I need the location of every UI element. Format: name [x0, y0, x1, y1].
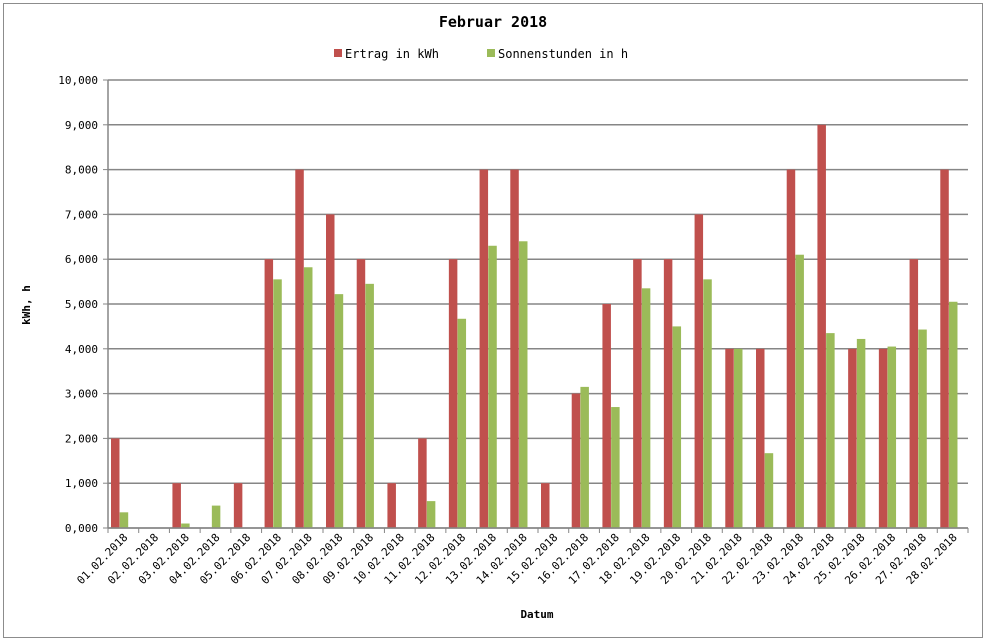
bar-sonnenstunden	[303, 267, 313, 528]
axes	[107, 80, 969, 533]
y-tick-label: 8,000	[65, 164, 98, 177]
bar-ertrag	[295, 169, 304, 528]
y-tick-label: 7,000	[65, 208, 98, 221]
bar-ertrag	[786, 169, 796, 528]
bar-ertrag	[848, 348, 857, 528]
bar-sonnenstunden	[518, 241, 528, 528]
x-axis-label: Datum	[520, 608, 553, 621]
bar-ertrag	[694, 214, 704, 528]
bar-sonnenstunden	[764, 453, 774, 528]
bar-ertrag	[418, 438, 427, 528]
y-tick-label: 0,000	[65, 522, 98, 535]
y-tick-label: 10,000	[58, 74, 98, 87]
bar-ertrag	[479, 169, 489, 528]
bar-ertrag	[233, 483, 243, 528]
bar-ertrag	[356, 259, 366, 528]
y-tick-label: 4,000	[65, 343, 98, 356]
bar-ertrag	[172, 483, 181, 528]
bar-sonnenstunden	[457, 318, 467, 528]
bar-sonnenstunden	[211, 505, 221, 528]
y-tick-label: 5,000	[65, 298, 98, 311]
bar-sonnenstunden	[887, 346, 897, 528]
bar-sonnenstunden	[119, 512, 129, 528]
bar-ertrag	[571, 393, 581, 528]
bar-sonnenstunden	[426, 501, 436, 528]
bars	[111, 124, 958, 529]
legend-swatch-ertrag	[334, 49, 342, 57]
y-tick-label: 6,000	[65, 253, 98, 266]
legend-swatch-sonnenstunden	[487, 49, 495, 57]
bar-sonnenstunden	[918, 329, 927, 528]
y-axis-label: kWh, h	[20, 285, 33, 325]
legend-label-ertrag: Ertrag in kWh	[345, 47, 439, 61]
chart-title: Februar 2018	[439, 13, 547, 31]
bar-ertrag	[633, 259, 642, 528]
x-tick-labels: 01.02.201802.02.201803.02.201804.02.2018…	[74, 531, 959, 587]
bar-sonnenstunden	[365, 283, 374, 528]
y-tick-label: 3,000	[65, 388, 98, 401]
bar-sonnenstunden	[273, 279, 282, 528]
bar-sonnenstunden	[580, 386, 589, 528]
bar-sonnenstunden	[611, 407, 620, 528]
legend: Ertrag in kWh Sonnenstunden in h	[334, 47, 628, 61]
bar-ertrag	[387, 483, 396, 528]
bar-ertrag	[725, 348, 734, 528]
bar-sonnenstunden	[795, 254, 804, 528]
bar-sonnenstunden	[948, 301, 958, 528]
bar-ertrag	[264, 259, 274, 528]
bar-sonnenstunden	[856, 338, 866, 528]
bar-sonnenstunden	[826, 333, 835, 528]
bar-sonnenstunden	[672, 326, 682, 528]
bar-ertrag	[940, 169, 949, 528]
bar-ertrag	[602, 304, 611, 528]
bar-ertrag	[326, 214, 335, 528]
y-tick-labels: 0,000 1,000 2,000 3,000 4,000 5,000 6,000 7,000…	[58, 74, 98, 535]
bar-sonnenstunden	[641, 288, 651, 528]
bar-ertrag	[663, 259, 673, 528]
legend-label-sonnenstunden: Sonnenstunden in h	[498, 47, 628, 61]
y-tick-label: 1,000	[65, 477, 98, 490]
bar-sonnenstunden	[334, 294, 344, 528]
bar-sonnenstunden	[181, 523, 190, 528]
bar-ertrag	[541, 483, 550, 528]
y-tick-label: 9,000	[65, 119, 98, 132]
bar-sonnenstunden	[488, 245, 497, 528]
y-tick-label: 2,000	[65, 432, 98, 445]
bar-sonnenstunden	[703, 279, 712, 528]
bar-ertrag	[878, 348, 888, 528]
bar-ertrag	[909, 259, 919, 528]
bar-ertrag	[510, 169, 519, 528]
bar-sonnenstunden	[733, 348, 743, 528]
bar-ertrag	[111, 438, 120, 528]
gridlines	[103, 79, 968, 529]
bar-ertrag	[756, 348, 765, 528]
bar-ertrag	[448, 259, 458, 528]
bar-ertrag	[817, 124, 826, 529]
